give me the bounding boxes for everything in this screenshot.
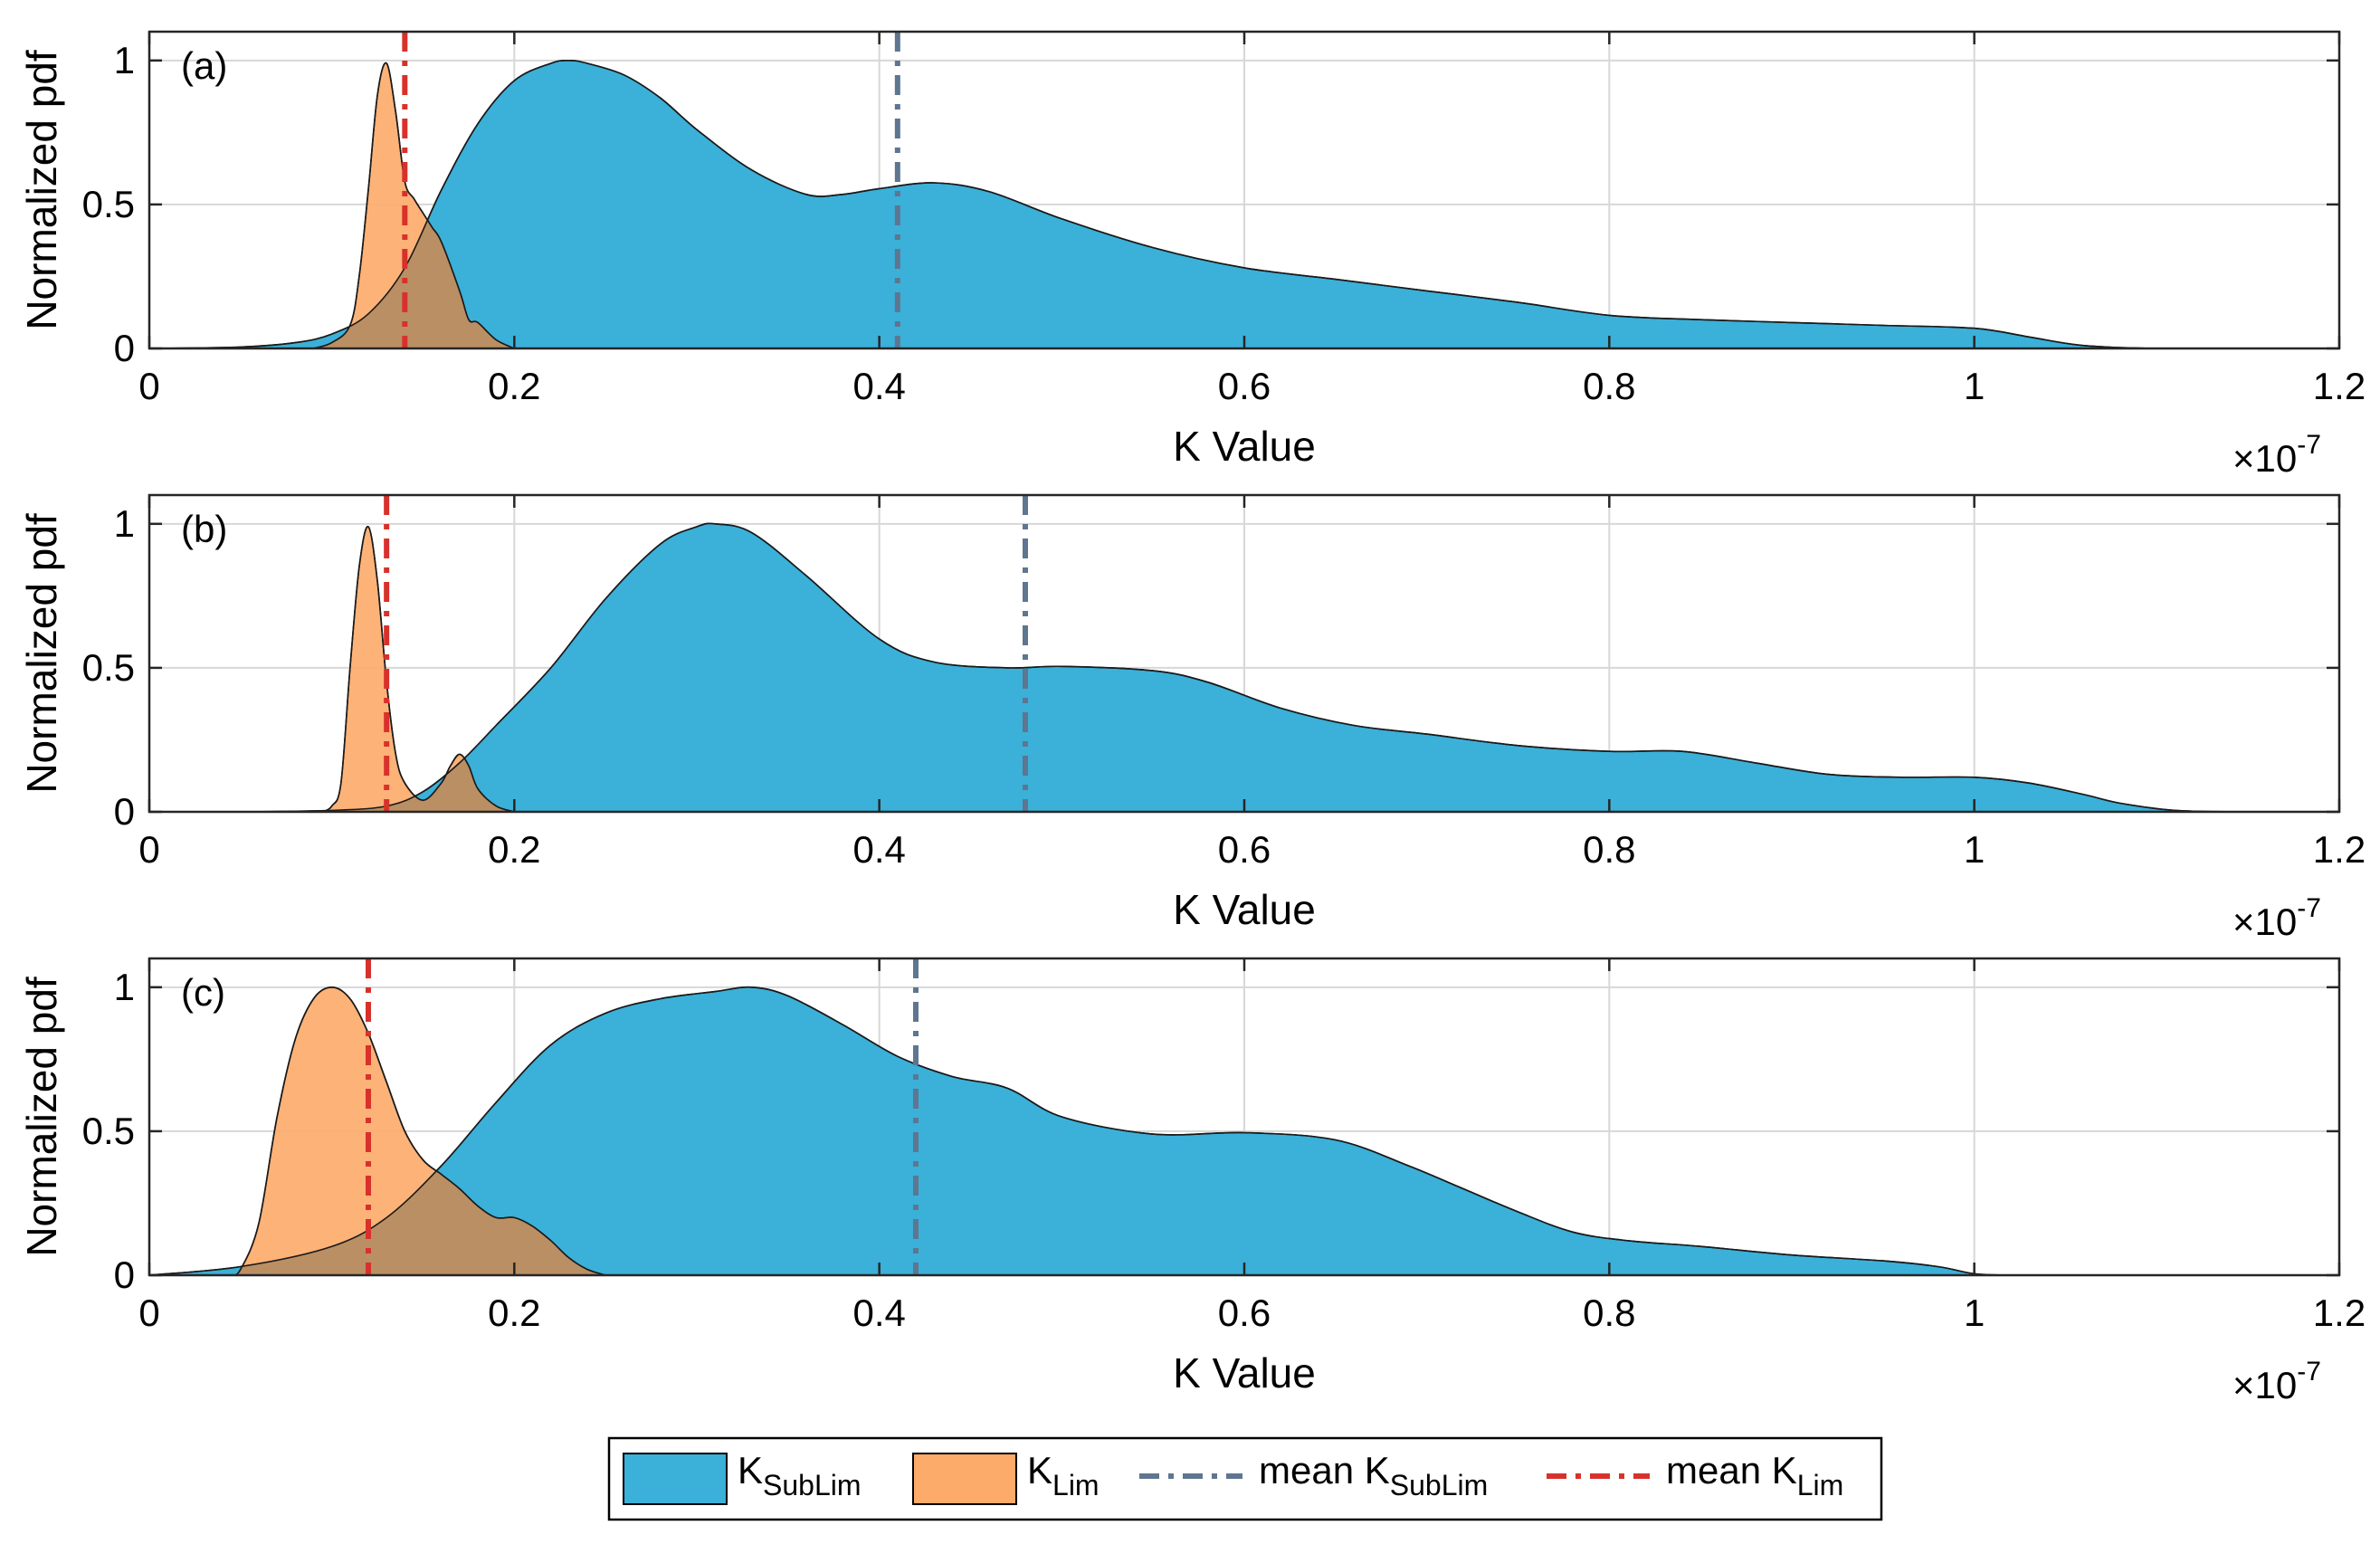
legend-box [607,1436,1883,1521]
series-group [240,495,2249,812]
x-exponent-power: -7 [2297,893,2321,923]
x-exponent-base: ×10 [2232,1364,2297,1406]
x-axis-label: K Value [1173,1349,1316,1396]
series-group [149,32,2249,348]
area-outline [149,986,2012,1275]
area-outline [240,522,2249,812]
legend-label-sublim: KSubLim [738,1449,862,1501]
x-axis-label: K Value [1173,423,1316,470]
x-tick-label: 0 [138,1291,159,1334]
legend-label-mean-lim: mean KLim [1666,1449,1843,1501]
x-tick-label: 0 [138,828,159,871]
x-tick-label: 0.6 [1218,1291,1271,1334]
x-tick-label: 0.4 [852,828,905,871]
y-axis-label: Normalized pdf [18,513,65,794]
x-exponent: ×10-7 [2232,1357,2321,1406]
x-exponent: ×10-7 [2232,893,2321,943]
x-axis-label: K Value [1173,886,1316,933]
x-tick-label: 0.8 [1583,365,1635,407]
x-tick-label: 1 [1964,828,1985,871]
y-axis-label: Normalized pdf [18,977,65,1257]
y-tick-label: 0.5 [82,646,135,689]
panel-label: (c) [181,971,225,1014]
area-outline [230,986,606,1275]
x-tick-label: 0.4 [852,365,905,407]
x-tick-label: 1.2 [2313,365,2366,407]
x-tick-label: 0.4 [852,1291,905,1334]
x-tick-label: 0.6 [1218,828,1271,871]
x-tick-label: 0.2 [488,365,540,407]
panel-3: 0 0.2 0.4 0.6 0.8 1 1.2 0 0.5 1 (c) K Value Normaliz… [18,957,2366,1406]
x-exponent-power: -7 [2297,1357,2321,1387]
x-exponent-power: -7 [2297,430,2321,460]
y-tick-label: 0.5 [82,183,135,225]
y-tick-label: 0.5 [82,1110,135,1152]
y-tick-label: 1 [114,39,135,81]
x-tick-label: 0.2 [488,1291,540,1334]
panel-2: 0 0.2 0.4 0.6 0.8 1 1.2 0 0.5 1 (b) K Value Normaliz… [18,493,2366,943]
x-tick-label: 0.6 [1218,365,1271,407]
x-exponent-base: ×10 [2232,901,2297,943]
x-tick-label: 0.8 [1583,1291,1635,1334]
y-tick-label: 1 [114,966,135,1008]
y-tick-label: 0 [114,327,135,369]
panel-label: (a) [181,44,227,87]
x-tick-label: 1.2 [2313,828,2366,871]
y-axis-label: Normalized pdf [18,50,65,330]
x-exponent-base: ×10 [2232,437,2297,480]
legend-swatch-lim [912,1453,1017,1505]
y-tick-label: 1 [114,502,135,545]
panel-1: 0 0.2 0.4 0.6 0.8 1 1.2 0 0.5 1 (a) K Value Normaliz… [18,30,2366,480]
y-tick-label: 0 [114,790,135,833]
area-outline [313,62,515,348]
legend-swatch-sublim [623,1453,728,1505]
x-tick-label: 1 [1964,1291,1985,1334]
y-tick-label: 0 [114,1253,135,1296]
x-tick-label: 0.2 [488,828,540,871]
x-exponent: ×10-7 [2232,430,2321,480]
x-tick-label: 1 [1964,365,1985,407]
legend-label-lim: KLim [1027,1449,1100,1501]
panel-label: (b) [181,508,227,550]
legend-label-mean-sublim: mean KSubLim [1259,1449,1488,1501]
series-group [149,958,2012,1275]
legend: KSubLim KLim mean KSubLim mean KLim [607,1436,1883,1521]
x-tick-label: 0.8 [1583,828,1635,871]
x-tick-label: 0 [138,365,159,407]
area-outline [321,526,515,812]
area-outline [149,59,2249,348]
x-tick-label: 1.2 [2313,1291,2366,1334]
panels: 0 0.2 0.4 0.6 0.8 1 1.2 0 0.5 1 (a) K Value Normaliz… [18,30,2366,1406]
